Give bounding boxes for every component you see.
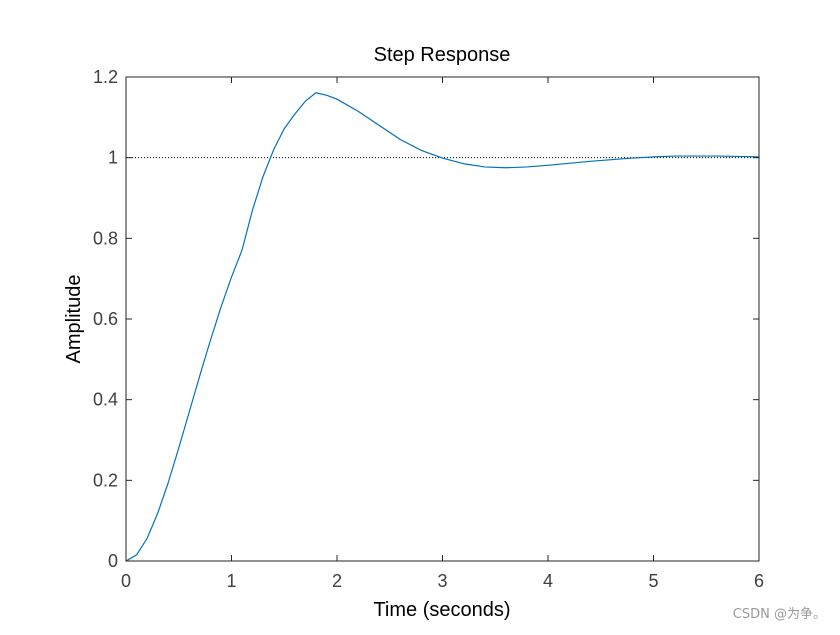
x-tick-label: 6: [754, 571, 764, 591]
x-tick-label: 2: [332, 571, 342, 591]
chart-title: Step Response: [374, 44, 511, 66]
y-tick-label: 0.8: [93, 228, 118, 248]
y-tick-label: 0.6: [93, 309, 118, 329]
y-tick-label: 0: [108, 551, 118, 571]
y-axis-label: Amplitude: [63, 275, 85, 364]
series-line-0: [125, 92, 760, 562]
y-tick-label: 0.4: [93, 390, 118, 410]
y-tick-label: 1: [108, 148, 118, 168]
x-axis-label: Time (seconds): [373, 599, 510, 621]
x-tick-label: 3: [437, 571, 447, 591]
x-tick-label: 5: [648, 571, 658, 591]
x-tick-label: 1: [226, 571, 236, 591]
watermark-text: CSDN @为争。: [732, 607, 826, 622]
x-tick-label: 0: [121, 571, 131, 591]
plot-area: [126, 77, 759, 561]
y-tick-label: 0.2: [93, 470, 118, 490]
y-tick-label: 1.2: [93, 67, 118, 87]
x-tick-label: 4: [543, 571, 553, 591]
